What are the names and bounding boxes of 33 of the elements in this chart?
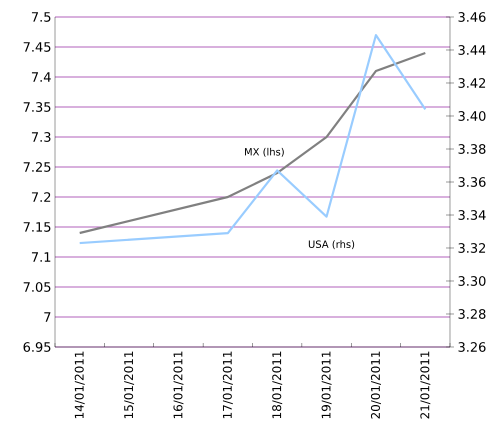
- y2-tick-label: 3.26: [458, 342, 486, 352]
- y-tick-label: 7.05: [24, 282, 50, 292]
- x-tick-label: 16/01/2011: [173, 352, 184, 418]
- y-tick-label: 7.15: [24, 222, 50, 232]
- y-tick-label: 7.35: [24, 102, 50, 112]
- series-label: MX (lhs): [245, 148, 284, 157]
- y2-tick-label: 3.32: [458, 243, 486, 253]
- y-tick-label: 7.2: [32, 192, 50, 202]
- y2-tick-label: 3.34: [458, 210, 486, 220]
- y2-tick-label: 3.40: [458, 111, 486, 121]
- x-tick-label: 18/01/2011: [272, 352, 282, 418]
- y2-tick-label: 3.36: [458, 177, 486, 187]
- y2-tick-label: 3.42: [458, 78, 486, 88]
- y2-tick-label: 3.38: [458, 144, 486, 154]
- y-tick-label: 7.1: [32, 252, 50, 262]
- y2-tick-label: 3.28: [458, 309, 486, 319]
- y-tick-label: 7: [44, 312, 50, 322]
- x-tick-label: 20/01/2011: [370, 352, 381, 419]
- y2-tick-label: 3.44: [458, 45, 486, 55]
- y-tick-label: 7.4: [32, 72, 51, 82]
- y-tick-label: 7.3: [32, 132, 50, 142]
- x-tick-label: 14/01/2011: [74, 352, 85, 418]
- y2-tick-label: 3.30: [458, 276, 486, 286]
- x-tick-label: 17/01/2011: [222, 352, 233, 418]
- y2-tick-label: 3.46: [458, 12, 486, 22]
- y-tick-label: 7.45: [24, 42, 50, 52]
- x-tick-label: 21/01/2011: [420, 352, 430, 419]
- x-tick-label: 19/01/2011: [322, 352, 332, 418]
- y-tick-label: 7.5: [32, 12, 50, 22]
- text: USA (rhs): [308, 240, 354, 250]
- x-tick-label: 15/01/2011: [124, 352, 134, 418]
- y-tick-label: 7.25: [24, 162, 50, 172]
- y-tick-label: 6.95: [24, 342, 50, 352]
